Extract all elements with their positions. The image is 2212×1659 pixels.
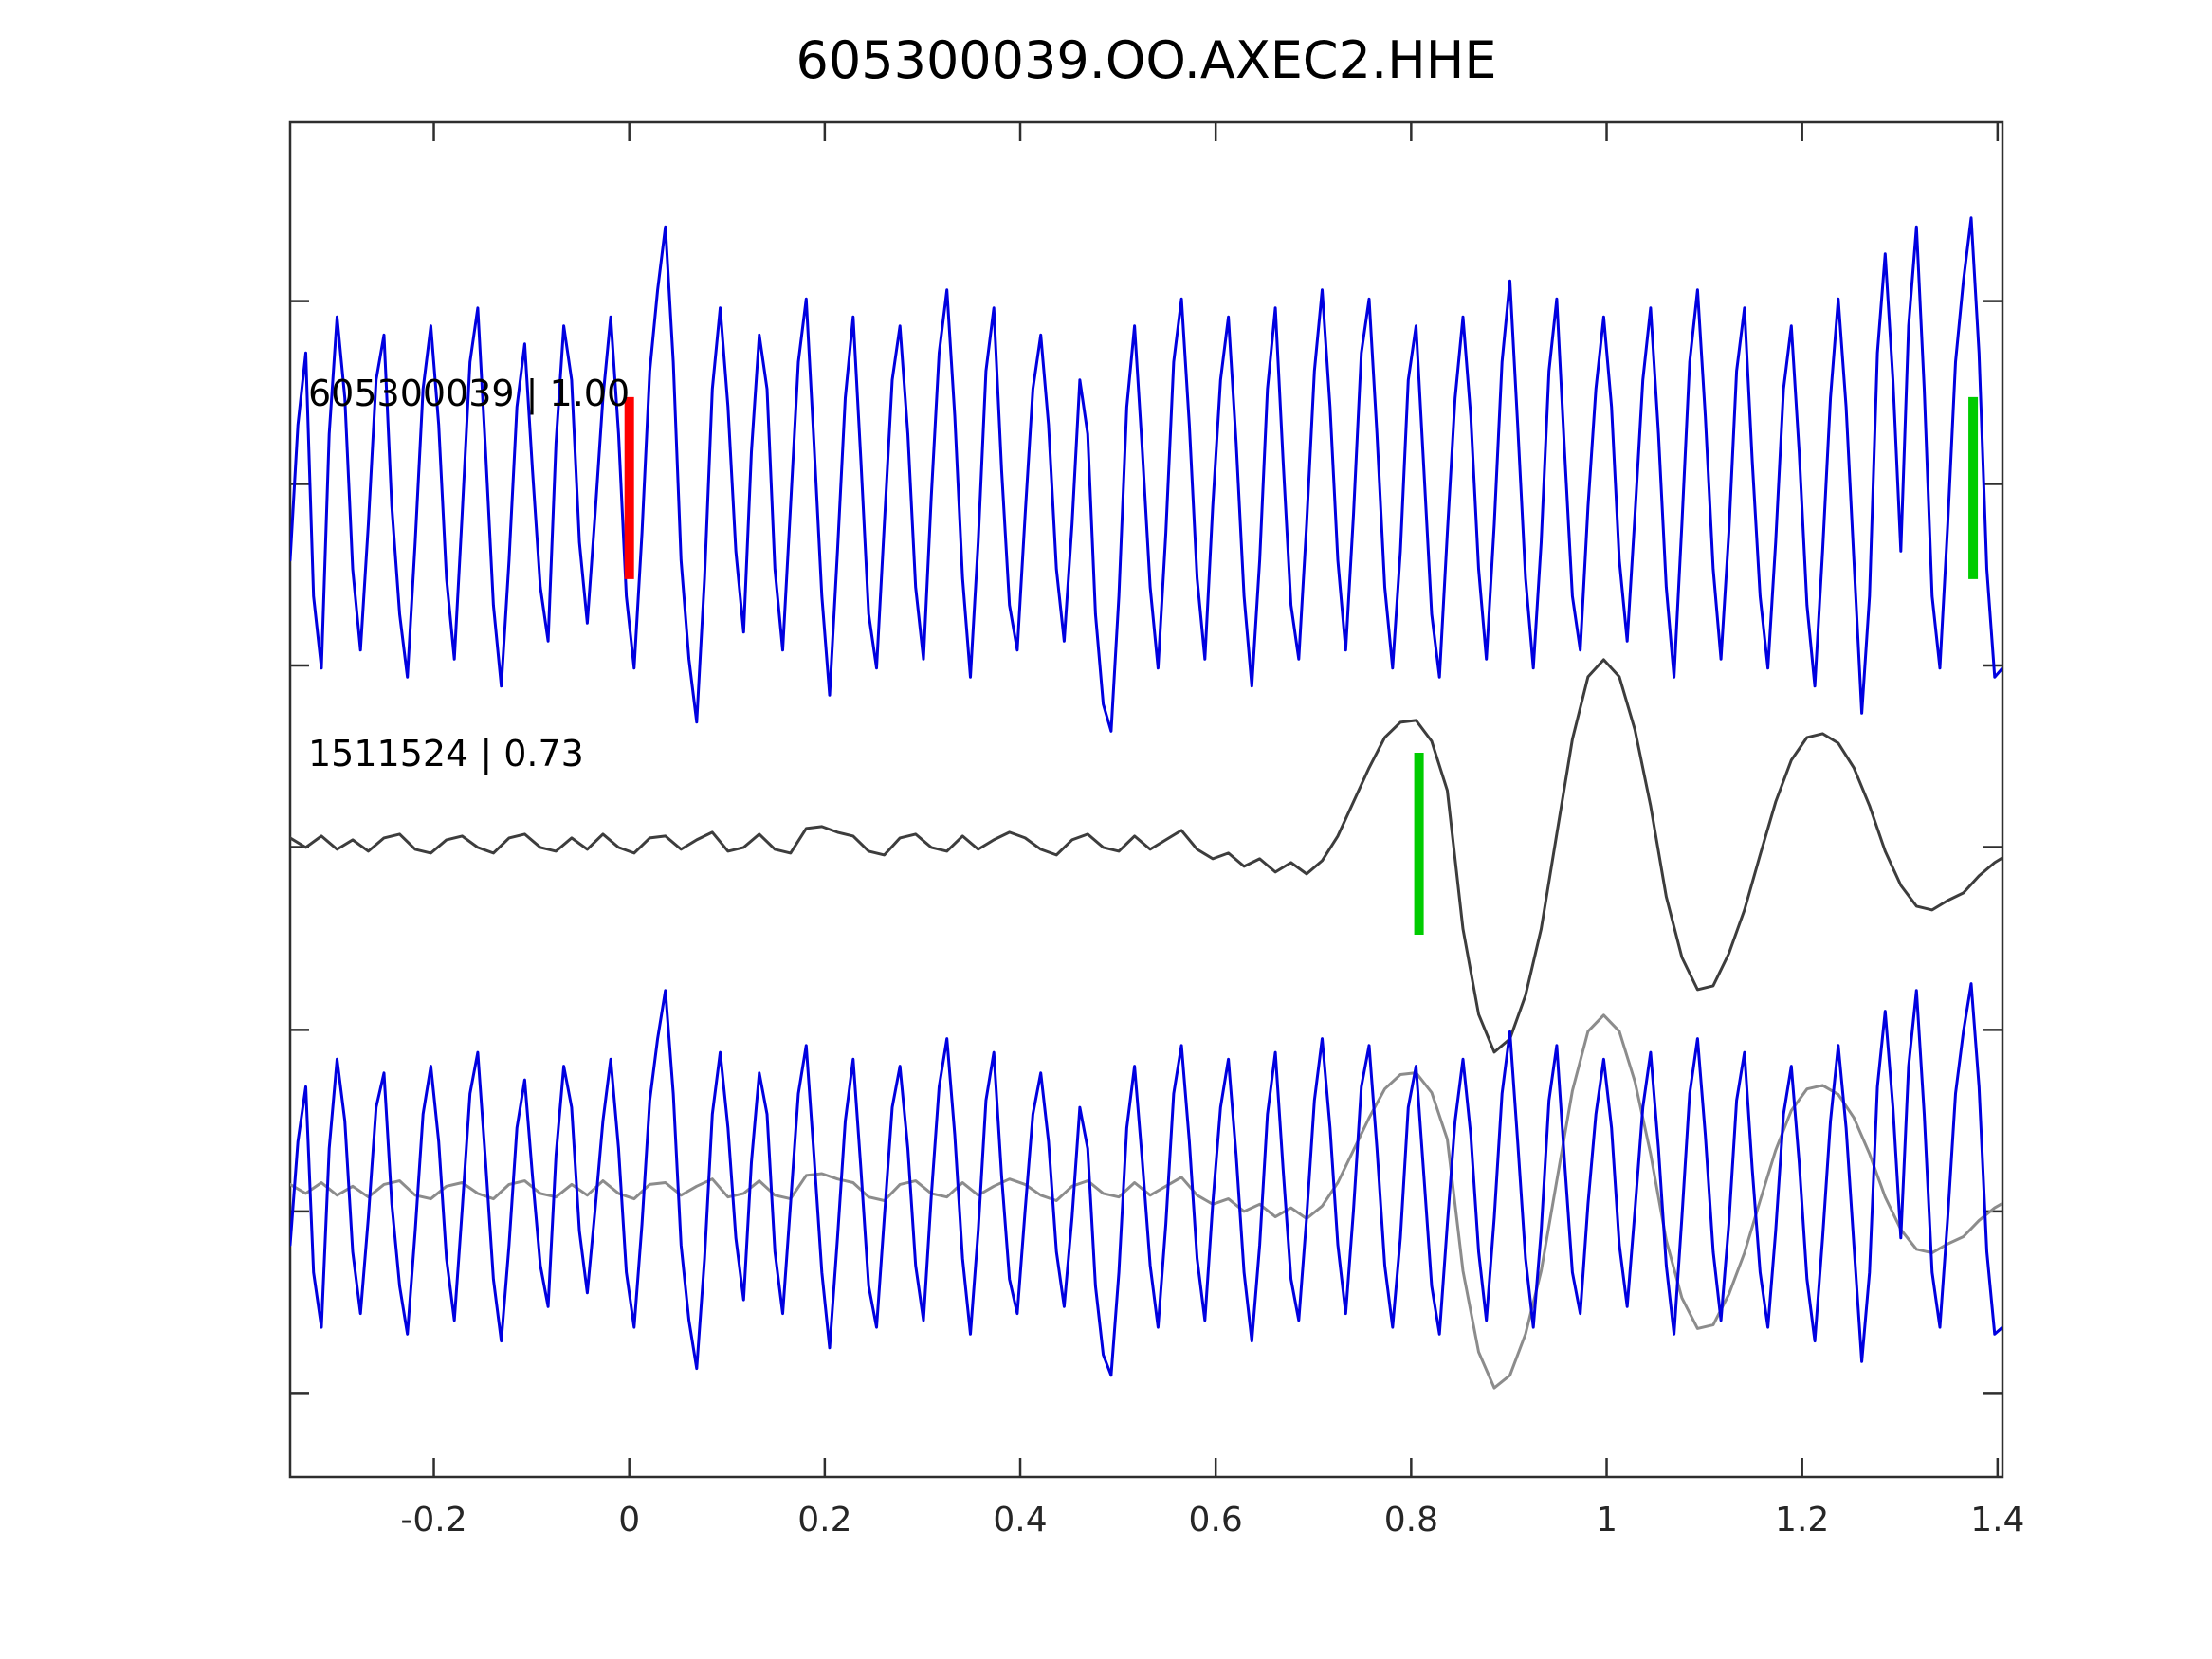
pick-markers xyxy=(624,396,1979,935)
plot-frame xyxy=(288,120,2004,1479)
chart-title: 605300039.OO.AXEC2.HHE xyxy=(796,30,1497,90)
x-tick-label: -0.2 xyxy=(400,1501,466,1540)
template-trace xyxy=(290,216,2002,733)
x-tick-label: 0.2 xyxy=(797,1501,851,1540)
overlay-template-trace xyxy=(290,982,2002,1377)
x-tick-label: 0 xyxy=(618,1501,640,1540)
overlay-detection-trace xyxy=(290,1013,2002,1390)
detection-trace-label: 1511524 | 0.73 xyxy=(308,733,584,775)
x-tick-labels: -0.2 0 0.2 0.4 0.6 0.8 1 1.2 1.4 xyxy=(400,1501,2024,1540)
x-tick-label: 0.6 xyxy=(1189,1501,1243,1540)
x-tick-label: 1.2 xyxy=(1775,1501,1829,1540)
x-tick-label: 1.4 xyxy=(1970,1501,2024,1540)
x-tick-label: 0.8 xyxy=(1384,1501,1438,1540)
axis-ticks xyxy=(290,122,2002,1477)
x-tick-label: 0.4 xyxy=(993,1501,1047,1540)
detection-trace xyxy=(290,658,2002,1054)
x-tick-label: 1 xyxy=(1596,1501,1618,1540)
template-trace-label: 605300039 | 1.00 xyxy=(308,373,630,415)
waveform-traces xyxy=(290,216,2002,1390)
